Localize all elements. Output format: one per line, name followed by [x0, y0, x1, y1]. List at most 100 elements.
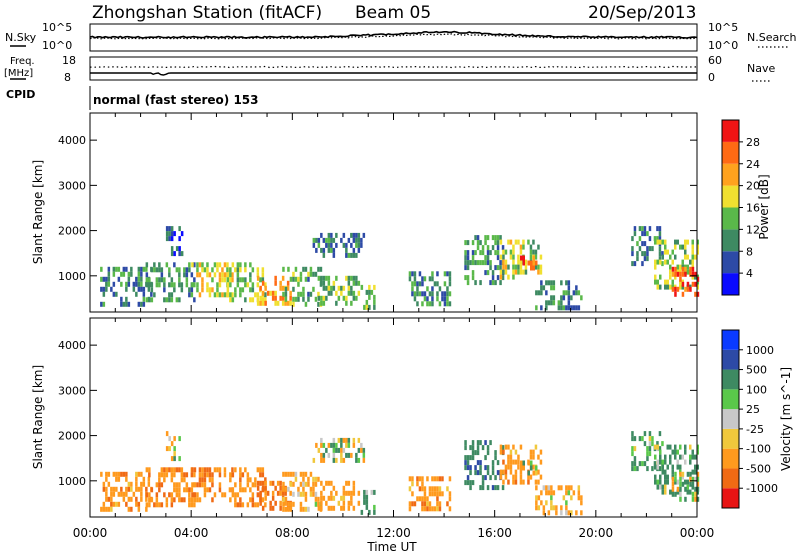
heatmap-cell — [309, 491, 313, 497]
heatmap-cell — [345, 300, 348, 306]
colorbar-swatch — [722, 428, 739, 449]
heatmap-cell — [183, 487, 186, 493]
heatmap-cell — [249, 477, 252, 483]
heatmap-cell — [659, 484, 662, 490]
heatmap-cell — [658, 466, 662, 472]
heatmap-cell — [696, 279, 699, 285]
heatmap-cell — [271, 480, 275, 486]
heatmap-cell — [304, 491, 308, 497]
heatmap-cell — [550, 490, 553, 496]
heatmap-cell — [320, 442, 323, 448]
heatmap-cell — [231, 292, 234, 298]
heatmap-cell — [643, 241, 647, 247]
y-tick-label: 1000 — [58, 270, 86, 283]
heatmap-cell — [537, 264, 540, 270]
heatmap-cell — [229, 277, 232, 283]
heatmap-cell — [658, 251, 662, 257]
heatmap-cell — [147, 476, 151, 482]
heatmap-cell — [112, 271, 116, 277]
colorbar-tick-label: 8 — [746, 245, 753, 258]
heatmap-cell — [689, 476, 692, 482]
heatmap-cell — [304, 276, 308, 282]
heatmap-cell — [178, 482, 181, 488]
heatmap-cell — [691, 496, 695, 502]
heatmap-cell — [259, 500, 262, 506]
heatmap-cell — [203, 467, 207, 473]
heatmap-cell — [636, 241, 639, 247]
heatmap-cell — [413, 296, 417, 302]
heatmap-cell — [532, 454, 535, 460]
heatmap-cell — [631, 431, 634, 437]
heatmap-cell — [669, 489, 672, 495]
heatmap-cell — [206, 272, 209, 278]
heatmap-cell — [100, 471, 103, 477]
heatmap-cell — [246, 472, 250, 478]
colorbar-swatch — [722, 330, 739, 350]
heatmap-cell — [261, 267, 265, 273]
heatmap-cell — [332, 452, 336, 458]
heatmap-cell — [491, 280, 495, 286]
heatmap-cell — [565, 280, 568, 286]
heatmap-cell — [198, 472, 202, 478]
heatmap-cell — [231, 272, 234, 278]
heatmap-cell — [547, 490, 551, 496]
heatmap-cell — [155, 502, 159, 508]
heatmap-cell — [469, 260, 472, 266]
heatmap-cell — [562, 495, 566, 501]
heatmap-cell — [100, 301, 103, 307]
heatmap-cell — [694, 464, 697, 470]
heatmap-cell — [659, 284, 662, 290]
heatmap-cell — [646, 231, 649, 237]
heatmap-cell — [686, 471, 690, 477]
heatmap-cell — [421, 281, 424, 287]
heatmap-cell — [218, 277, 222, 283]
heatmap-cell — [229, 497, 232, 503]
heatmap-cell — [256, 485, 260, 491]
heatmap-cell — [178, 497, 181, 503]
heatmap-cell — [125, 301, 128, 307]
heatmap-cell — [244, 487, 247, 493]
colorbar-tick-label: 25 — [746, 403, 760, 416]
heatmap-cell — [535, 500, 538, 506]
heatmap-cell — [274, 500, 277, 506]
heatmap-cell — [137, 276, 141, 282]
heatmap-cell — [674, 286, 677, 292]
heatmap-cell — [239, 287, 242, 293]
scatter-blob — [654, 444, 699, 495]
heatmap-cell — [191, 262, 194, 268]
heatmap-cell — [560, 280, 563, 286]
heatmap-cell — [190, 287, 194, 293]
heatmap-cell — [251, 282, 255, 288]
heatmap-cell — [373, 304, 376, 310]
heatmap-cell — [140, 266, 143, 272]
heatmap-cell — [163, 282, 166, 288]
heatmap-cell — [499, 239, 503, 245]
heatmap-cell — [684, 239, 687, 245]
heatmap-cell — [100, 276, 103, 282]
heatmap-cell — [239, 497, 242, 503]
heatmap-cell — [560, 305, 563, 311]
heatmap-cell — [135, 501, 138, 507]
heatmap-cell — [307, 291, 310, 297]
heatmap-cell — [669, 264, 672, 270]
heatmap-cell — [522, 465, 525, 471]
colorbar-swatch — [722, 389, 739, 410]
date-label: 20/Sep/2013 — [588, 3, 696, 23]
heatmap-cell — [229, 282, 232, 288]
heatmap-cell — [122, 496, 126, 502]
heatmap-cell — [173, 231, 176, 237]
heatmap-cell — [269, 505, 272, 511]
heatmap-cell — [332, 437, 336, 443]
heatmap-cell — [211, 472, 214, 478]
heatmap-cell — [304, 266, 308, 272]
heatmap-cell — [276, 480, 280, 486]
heatmap-cell — [350, 300, 353, 306]
heatmap-cell — [669, 269, 672, 275]
heatmap-cell — [251, 287, 255, 293]
heatmap-cell — [337, 500, 341, 506]
heatmap-cell — [666, 279, 669, 285]
heatmap-cell — [537, 290, 541, 296]
heatmap-cell — [360, 242, 363, 248]
heatmap-cell — [130, 481, 133, 487]
